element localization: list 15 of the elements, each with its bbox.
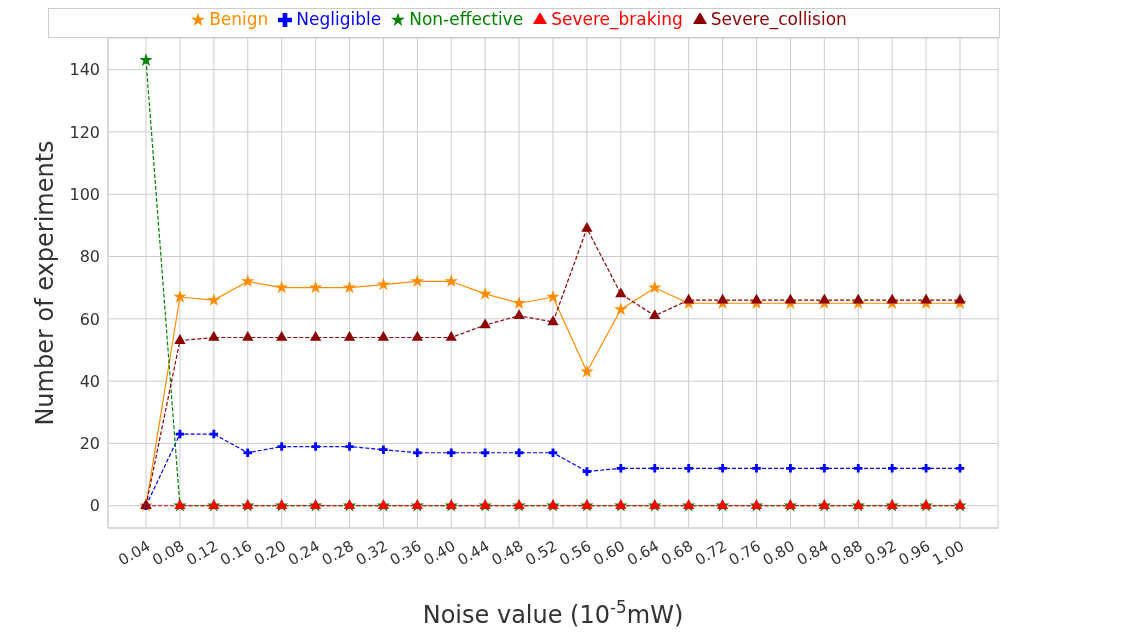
legend-label: Negligible [296, 9, 382, 29]
y-tick-label: 140 [69, 60, 100, 80]
legend-label: Severe_collision [710, 9, 847, 29]
y-tick-label: 20 [79, 434, 100, 454]
legend-label: Non-effective [409, 9, 524, 29]
x-axis-title: Noise value (10$^{-5}$mW) [422, 597, 684, 629]
legend-label: Benign [209, 9, 269, 29]
y-axis-title: Number of experiments [31, 140, 59, 426]
y-tick-label: 100 [69, 184, 100, 204]
y-tick-label: 60 [79, 309, 100, 329]
y-tick-label: 0 [89, 496, 100, 516]
y-tick-label: 120 [69, 122, 100, 142]
legend-label: Severe_braking [551, 9, 683, 29]
y-tick-label: 80 [79, 247, 100, 267]
y-tick-label: 40 [79, 371, 100, 391]
